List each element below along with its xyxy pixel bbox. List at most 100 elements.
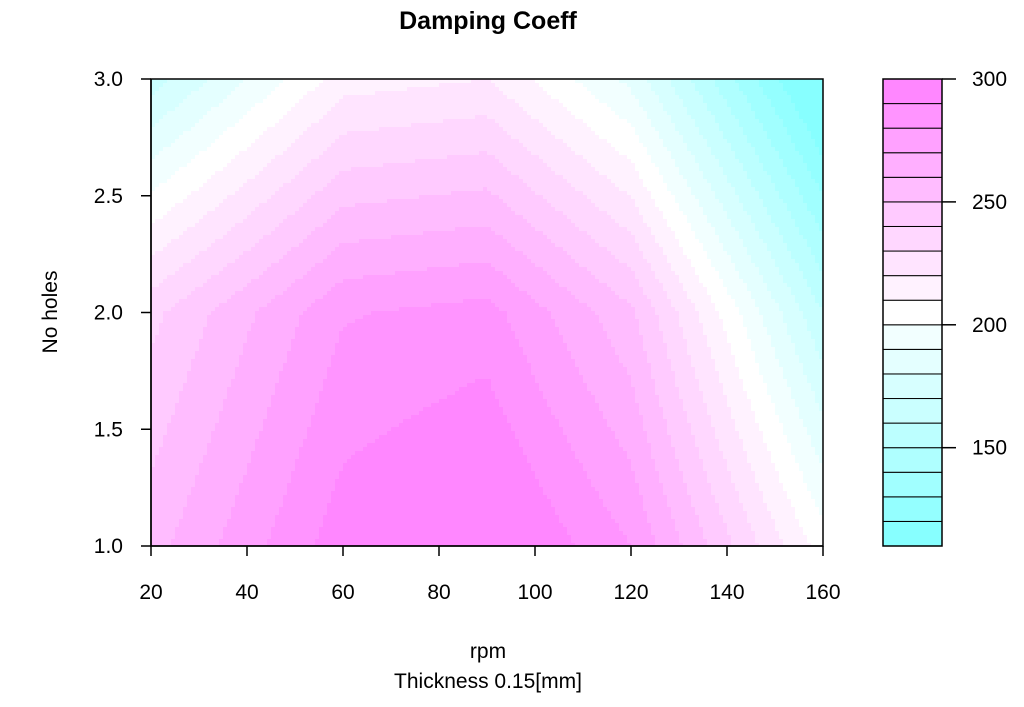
- contour-cell: [675, 379, 700, 384]
- legend-tick-label: 150: [972, 437, 1007, 460]
- contour-cell: [283, 499, 332, 504]
- contour-cell: [431, 403, 500, 408]
- contour-cell: [211, 175, 256, 180]
- contour-cell: [271, 527, 320, 532]
- contour-cell: [387, 199, 504, 204]
- contour-cell: [323, 79, 472, 84]
- contour-cell: [155, 123, 196, 128]
- contour-cell: [667, 431, 692, 436]
- contour-cell: [655, 535, 680, 540]
- contour-cell: [519, 339, 564, 344]
- contour-cell: [635, 315, 660, 320]
- contour-cell: [631, 195, 652, 200]
- contour-cell: [203, 283, 248, 288]
- contour-cell: [803, 475, 823, 480]
- contour-cell: [795, 455, 820, 460]
- contour-cell: [763, 495, 788, 500]
- contour-cell: [779, 531, 804, 536]
- contour-cell: [695, 271, 720, 276]
- contour-cell: [687, 339, 708, 344]
- contour-cell: [267, 127, 308, 132]
- contour-cell: [231, 295, 276, 300]
- contour-cell: [535, 379, 584, 384]
- contour-cell: [643, 495, 668, 500]
- contour-cell: [339, 135, 512, 140]
- contour-cell: [751, 255, 772, 260]
- contour-cell: [643, 183, 668, 188]
- legend-swatch: [882, 299, 943, 326]
- contour-cell: [691, 355, 712, 360]
- contour-cell: [723, 387, 744, 392]
- contour-cell: [531, 151, 576, 156]
- contour-cell: [727, 179, 752, 184]
- contour-cell: [151, 127, 192, 132]
- contour-cell: [283, 115, 324, 120]
- contour-cell: [691, 151, 712, 156]
- contour-cell: [631, 379, 656, 384]
- contour-cell: [671, 263, 692, 268]
- contour-cell: [327, 147, 528, 152]
- contour-cell: [343, 279, 512, 284]
- contour-cell: [175, 535, 224, 540]
- contour-cell: [263, 271, 308, 276]
- contour-cell: [403, 419, 508, 424]
- contour-cell: [323, 115, 476, 120]
- contour-cell: [607, 423, 644, 428]
- contour-cell: [651, 263, 672, 268]
- contour-cell: [203, 331, 248, 336]
- contour-cell: [331, 363, 532, 368]
- contour-cell: [331, 251, 524, 256]
- contour-cell: [795, 223, 820, 228]
- contour-cell: [663, 483, 688, 488]
- contour-cell: [227, 195, 272, 200]
- contour-cell: [755, 147, 776, 152]
- contour-cell: [723, 167, 744, 172]
- contour-cell: [499, 307, 548, 312]
- y-tick-label: 2.0: [94, 302, 123, 325]
- contour-cell: [791, 391, 816, 396]
- contour-cell: [175, 527, 224, 532]
- contour-cell: [227, 395, 272, 400]
- contour-cell: [323, 515, 560, 520]
- contour-cell: [707, 219, 732, 224]
- contour-cell: [775, 107, 796, 112]
- contour-cell: [819, 303, 823, 308]
- contour-cell: [291, 343, 336, 348]
- contour-cell: [723, 247, 748, 252]
- contour-cell: [551, 167, 596, 172]
- contour-cell: [655, 379, 676, 384]
- contour-cell: [723, 319, 744, 324]
- contour-cell: [787, 167, 808, 172]
- contour-cell: [311, 303, 432, 308]
- contour-cell: [647, 223, 668, 228]
- contour-cell: [711, 487, 736, 492]
- contour-cell: [751, 403, 776, 408]
- contour-cell: [679, 239, 700, 244]
- contour-cell: [787, 131, 812, 136]
- contour-cell: [195, 355, 240, 360]
- contour-cell: [283, 503, 328, 508]
- contour-cell: [151, 483, 196, 488]
- contour-cell: [755, 187, 776, 192]
- contour-cell: [711, 151, 736, 156]
- contour-cell: [235, 499, 284, 504]
- contour-cell: [251, 327, 296, 332]
- contour-cell: [163, 439, 212, 444]
- contour-cell: [559, 99, 600, 104]
- contour-cell: [643, 251, 664, 256]
- contour-cell: [731, 295, 752, 300]
- contour-cell: [799, 359, 823, 364]
- contour-cell: [267, 543, 316, 546]
- contour-cell: [151, 463, 156, 468]
- contour-cell: [259, 307, 308, 312]
- contour-cell: [191, 363, 240, 368]
- contour-cell: [299, 319, 356, 324]
- contour-cell: [263, 131, 304, 136]
- contour-cell: [535, 79, 576, 84]
- contour-cell: [771, 255, 792, 260]
- contour-cell: [743, 163, 764, 168]
- contour-cell: [207, 315, 256, 320]
- contour-cell: [411, 415, 508, 420]
- contour-cell: [651, 159, 676, 164]
- contour-cell: [643, 339, 664, 344]
